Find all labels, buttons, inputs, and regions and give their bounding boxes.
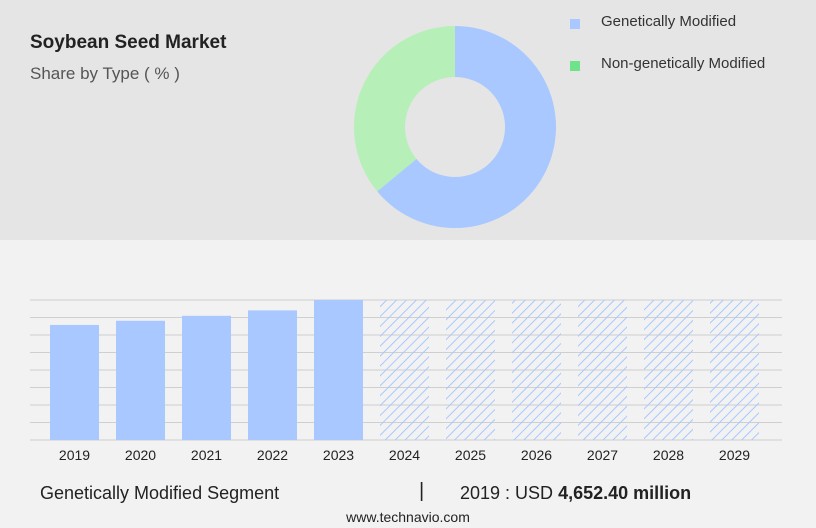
legend-swatch-gm	[570, 19, 580, 29]
donut-slice-1	[354, 26, 455, 192]
legend-item-non-gm: Non-genetically Modified	[570, 56, 781, 71]
legend-item-gm: Genetically Modified	[570, 14, 781, 29]
legend-label-gm: Genetically Modified	[601, 13, 737, 30]
bar-forecast-2024	[380, 300, 429, 440]
bar-chart: 2019 2020 2021 2022 2023 2024 2025 2026 2027 2028…	[30, 299, 782, 463]
donut-chart	[354, 26, 556, 229]
chart-subtitle: Share by Type ( % )	[30, 64, 180, 83]
x-tick-label: 2021	[191, 447, 222, 463]
legend-swatch-non-gm	[570, 61, 580, 71]
footer-separator: |	[419, 480, 425, 502]
x-tick-label: 2027	[587, 447, 618, 463]
x-tick-label: 2026	[521, 447, 552, 463]
bar-2021	[182, 315, 231, 440]
chart-title: Soybean Seed Market	[30, 32, 227, 53]
footer-value-block: 2019 : USD 4,652.40 million	[460, 483, 691, 504]
legend-label-non-gm: Non-genetically Modified	[601, 55, 766, 72]
x-tick-label: 2029	[719, 447, 750, 463]
bar-forecast-2028	[644, 300, 693, 440]
bar-2022	[248, 310, 297, 440]
x-tick-label: 2025	[455, 447, 486, 463]
footer-segment: Genetically Modified Segment	[40, 483, 280, 503]
bar-forecast-2026	[512, 300, 561, 440]
footer-year-currency: 2019 : USD	[460, 483, 554, 503]
bar-forecast-2027	[578, 300, 627, 440]
x-tick-label: 2019	[59, 447, 90, 463]
x-tick-label: 2024	[389, 447, 420, 463]
bar-2020	[116, 320, 165, 440]
donut-slice-0	[377, 26, 556, 229]
bar-forecast-2029	[710, 300, 759, 440]
x-tick-label: 2020	[125, 447, 156, 463]
x-tick-label: 2028	[653, 447, 684, 463]
footer-value: 4,652.40 million	[558, 483, 692, 503]
bar-forecast-2025	[446, 300, 495, 440]
x-tick-label: 2023	[323, 447, 354, 463]
x-tick-label: 2022	[257, 447, 288, 463]
source-link[interactable]: www.technavio.com	[346, 509, 470, 525]
bar-2019	[50, 324, 99, 440]
bar-2023	[314, 300, 363, 440]
